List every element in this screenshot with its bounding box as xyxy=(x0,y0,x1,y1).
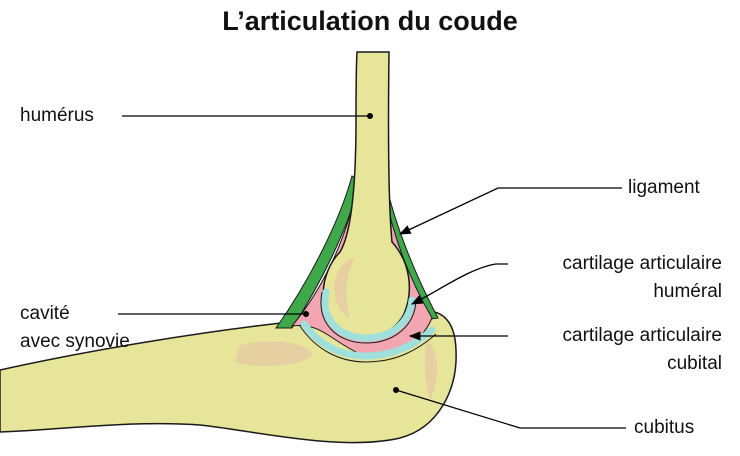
cubital-cartilage xyxy=(300,320,436,360)
label-cavity-line2: avec synovie xyxy=(20,331,130,352)
label-cubitus: cubitus xyxy=(634,417,695,438)
humeral-cartilage-outline xyxy=(320,291,417,344)
humeral-cartilage xyxy=(321,288,416,342)
cubital-cartilage-outline xyxy=(299,325,437,363)
label-ligament: ligament xyxy=(628,177,700,198)
dot-cubitus xyxy=(393,387,399,393)
dot-humerus xyxy=(367,113,373,119)
leader-cubitus xyxy=(395,389,626,429)
ligament-left xyxy=(275,175,361,329)
leader-cartilage-humeral xyxy=(410,263,508,305)
label-cartilage-cubital-line1: cartilage articulaire xyxy=(562,325,722,346)
label-cartilage-cubital-line2: cubital xyxy=(667,353,722,374)
dot-cavity xyxy=(303,311,309,317)
diagram-title: L’articulation du coude xyxy=(222,6,518,36)
label-humerus: humérus xyxy=(20,105,94,126)
leader-lines xyxy=(118,113,626,429)
ulna-shade-2 xyxy=(424,340,438,400)
leader-ligament xyxy=(398,187,622,235)
ulna-shade xyxy=(235,341,312,367)
humerus-shade xyxy=(334,258,354,318)
label-cavity-line1: cavité xyxy=(20,303,70,324)
label-cartilage-humeral-line2: huméral xyxy=(653,281,722,302)
label-cartilage-humeral-line1: cartilage articulaire xyxy=(562,253,722,274)
